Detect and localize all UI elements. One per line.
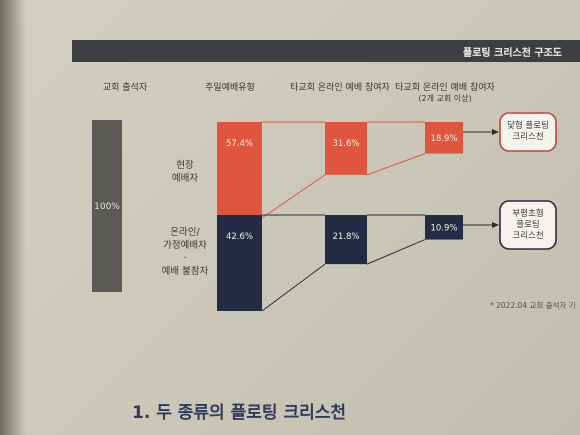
footnote: * 2022.04 교회 출석자 기	[490, 301, 576, 310]
bar-value-label: 31.6%	[332, 139, 359, 149]
series-label: 가정예배자	[163, 240, 207, 251]
bar-value-label: 10.9%	[430, 223, 457, 233]
bar-value-label: 57.4%	[226, 139, 253, 149]
series-label: 예배 불참자	[162, 266, 209, 277]
column-header: 주일예배유형	[205, 82, 255, 93]
bar-value-label: 42.6%	[226, 232, 253, 242]
funnel-connector-bottom	[261, 174, 326, 219]
bar-2-stage-2	[325, 215, 367, 265]
series-label: 온라인/	[170, 227, 200, 238]
section-heading: 1. 두 종류의 플로팅 크리스천	[132, 403, 347, 423]
result-box	[499, 112, 557, 152]
bar-1-stage-3	[425, 122, 463, 154]
series-label: 예배자	[172, 173, 198, 184]
result-box-label: 크리스천	[512, 131, 543, 142]
page-gutter-shadow	[0, 0, 26, 435]
result-box-label: 크리스천	[512, 230, 543, 241]
column-header-note: (2개 교회 이상)	[418, 93, 471, 103]
bar-value-label: 21.8%	[332, 232, 359, 242]
series-label: 현장	[176, 160, 194, 171]
bar-2-stage-1	[217, 215, 262, 311]
result-box	[499, 200, 557, 250]
figure-header-band: 플로팅 크리스천 구조도	[72, 40, 580, 62]
funnel-connector-bottom	[366, 153, 426, 176]
total-bar-label: 100%	[94, 202, 120, 212]
result-box-label: 부평초형	[512, 208, 543, 219]
figure-title: 플로팅 크리스천 구조도	[463, 48, 562, 59]
funnel-connector-bottom	[261, 263, 326, 312]
bar-1-stage-1	[217, 122, 262, 218]
bar-value-label: 18.9%	[430, 134, 457, 144]
series-label: ·	[183, 253, 186, 264]
bar-2-stage-3	[425, 215, 463, 240]
result-box-label: 닻형 플로팅	[507, 120, 549, 131]
result-box-label: 플로팅	[516, 219, 539, 230]
column-header: 교회 출석자	[103, 82, 148, 93]
column-header: 타교회 온라인 예배 참여자	[395, 81, 495, 93]
column-header: 타교회 온라인 예배 참여자	[290, 81, 390, 93]
total-bar	[92, 120, 122, 292]
result-arrow-head	[492, 129, 499, 135]
bar-1-stage-2	[325, 122, 367, 175]
funnel-connector-bottom	[366, 239, 426, 265]
result-arrow-head	[492, 222, 499, 228]
